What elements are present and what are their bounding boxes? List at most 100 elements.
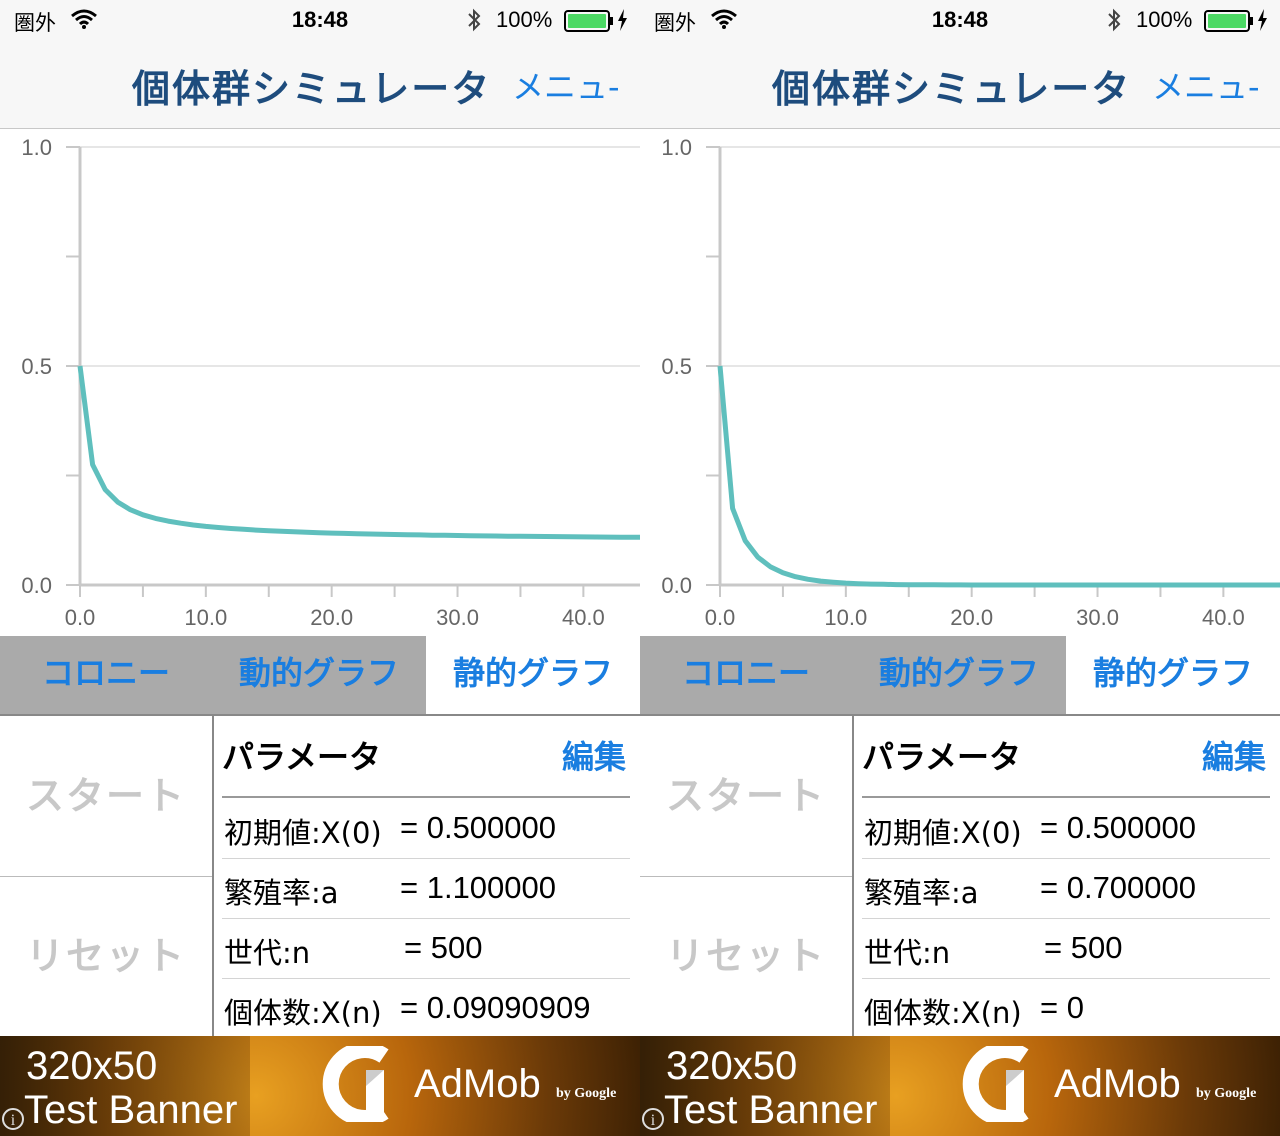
phone-screen-right: 圏外 18:48 100% 個体群シミュレータ メニュ- 0.0 0.5 1.0 0.… <box>640 0 1280 1136</box>
tab-dynamic-graph[interactable]: 動的グラフ <box>878 654 1039 692</box>
ad-info-icon[interactable]: i <box>642 1108 664 1130</box>
control-panel: スタート リセット パラメータ 編集 初期値:X(0) = 0.500000 繁… <box>0 714 640 1038</box>
param-row-initial-value: 初期値:X(0) = 0.500000 <box>222 798 630 859</box>
tab-colony[interactable]: コロニー <box>41 654 170 692</box>
bluetooth-icon <box>468 8 481 32</box>
edit-button[interactable]: 編集 <box>561 738 626 776</box>
series-line <box>77 365 640 540</box>
admob-logo-icon <box>322 1046 389 1122</box>
x-tick-label: 10.0 <box>824 605 867 630</box>
ad-by-google: by Google <box>556 1086 617 1101</box>
start-button[interactable]: スタート <box>640 716 852 877</box>
wifi-icon <box>71 9 97 29</box>
param-label: 個体数:X(n) <box>864 996 1022 1030</box>
ad-size-label: 320x50 <box>666 1044 798 1088</box>
parameter-table: パラメータ 編集 初期値:X(0) = 0.500000 繁殖率:a = 0.7… <box>862 716 1272 1038</box>
param-label: 繁殖率:a <box>224 876 339 910</box>
page-title: 個体群シミュレータ <box>772 67 1132 111</box>
charging-icon <box>1258 9 1267 31</box>
tab-bar: コロニー 動的グラフ 静的グラフ <box>640 636 1280 714</box>
x-tick-label: 20.0 <box>950 605 993 630</box>
tab-colony[interactable]: コロニー <box>681 654 810 692</box>
param-value: = 500 <box>404 930 483 965</box>
start-button[interactable]: スタート <box>0 716 212 877</box>
page-title: 個体群シミュレータ <box>132 67 492 111</box>
reset-button[interactable]: リセット <box>25 934 186 978</box>
y-tick-label: 0.0 <box>21 573 52 598</box>
edit-button[interactable]: 編集 <box>1201 738 1266 776</box>
status-bar: 圏外 18:48 100% <box>0 0 640 40</box>
ad-info-icon[interactable]: i <box>2 1108 24 1130</box>
x-tick-label: 10.0 <box>184 605 227 630</box>
x-tick-label: 0.0 <box>705 605 736 630</box>
tab-static-graph[interactable]: 静的グラフ <box>1066 636 1280 714</box>
param-value: = 0.09090909 <box>400 990 591 1025</box>
ad-background <box>0 1036 250 1136</box>
x-tick-label: 30.0 <box>1076 605 1119 630</box>
menu-button[interactable]: メニュ- <box>1152 68 1260 106</box>
param-row-population: 個体数:X(n) = 0 <box>862 978 1270 1038</box>
ad-brand: AdMob <box>414 1062 541 1106</box>
battery-icon <box>564 10 613 32</box>
y-tick-label: 1.0 <box>21 135 52 160</box>
y-tick-label: 0.5 <box>661 354 692 379</box>
ad-brand: AdMob <box>1054 1062 1181 1106</box>
line-chart: 0.0 0.5 1.0 0.0 10.0 20.0 30.0 40.0 <box>661 135 1280 630</box>
population-chart: 0.0 0.5 1.0 0.0 10.0 20.0 30.0 40.0 <box>640 129 1280 636</box>
param-label: 初期値:X(0) <box>224 816 382 850</box>
wifi-icon <box>711 9 737 29</box>
x-tick-label: 30.0 <box>436 605 479 630</box>
param-label: 世代:n <box>224 936 311 970</box>
control-panel: スタート リセット パラメータ 編集 初期値:X(0) = 0.500000 繁… <box>640 714 1280 1038</box>
param-label: 個体数:X(n) <box>224 996 382 1030</box>
parameter-heading: パラメータ <box>862 738 1022 776</box>
divider <box>222 796 630 798</box>
navigation-bar: 個体群シミュレータ メニュ- <box>0 40 640 129</box>
param-row-generation: 世代:n = 500 <box>222 918 630 979</box>
param-row-population: 個体数:X(n) = 0.09090909 <box>222 978 630 1038</box>
param-value: = 1.100000 <box>400 870 557 905</box>
x-tick-label: 40.0 <box>562 605 605 630</box>
param-label: 初期値:X(0) <box>864 816 1022 850</box>
clock: 18:48 <box>291 7 349 32</box>
parameter-table: パラメータ 編集 初期値:X(0) = 0.500000 繁殖率:a = 1.1… <box>222 716 632 1038</box>
charging-icon <box>618 9 627 31</box>
control-buttons: スタート リセット <box>0 716 214 1038</box>
clock: 18:48 <box>931 7 989 32</box>
tab-dynamic-graph[interactable]: 動的グラフ <box>238 654 399 692</box>
ad-banner[interactable]: 320x50 Test Banner AdMob by Google i <box>0 1036 640 1136</box>
x-tick-label: 0.0 <box>65 605 96 630</box>
param-row-growth-rate: 繁殖率:a = 1.100000 <box>222 858 630 919</box>
param-row-growth-rate: 繁殖率:a = 0.700000 <box>862 858 1270 919</box>
param-value: = 0.500000 <box>400 810 557 845</box>
ad-banner[interactable]: 320x50 Test Banner AdMob by Google i <box>640 1036 1280 1136</box>
y-tick-label: 0.5 <box>21 354 52 379</box>
ad-size-label: 320x50 <box>26 1044 158 1088</box>
bluetooth-icon <box>1108 8 1121 32</box>
series-line <box>717 365 1280 588</box>
line-chart: 0.0 0.5 1.0 0.0 10.0 20.0 30.0 40.0 <box>21 135 640 630</box>
reset-button[interactable]: リセット <box>665 934 826 978</box>
battery-icon <box>1204 10 1253 32</box>
battery-percent: 100% <box>496 7 553 32</box>
param-row-generation: 世代:n = 500 <box>862 918 1270 979</box>
menu-button[interactable]: メニュ- <box>512 68 620 106</box>
param-value: = 0 <box>1040 990 1084 1025</box>
param-label: 世代:n <box>864 936 951 970</box>
tab-static-graph[interactable]: 静的グラフ <box>426 636 640 714</box>
y-tick-label: 1.0 <box>661 135 692 160</box>
ad-text: Test Banner <box>664 1088 878 1132</box>
tab-bar: コロニー 動的グラフ 静的グラフ <box>0 636 640 714</box>
status-bar: 圏外 18:48 100% <box>640 0 1280 40</box>
param-value: = 0.500000 <box>1040 810 1197 845</box>
divider <box>862 796 1270 798</box>
param-label: 繁殖率:a <box>864 876 979 910</box>
carrier-label: 圏外 <box>654 11 696 35</box>
navigation-bar: 個体群シミュレータ メニュ- <box>640 40 1280 129</box>
y-tick-label: 0.0 <box>661 573 692 598</box>
param-value: = 500 <box>1044 930 1123 965</box>
battery-percent: 100% <box>1136 7 1193 32</box>
ad-background <box>640 1036 890 1136</box>
phone-screen-left: 圏外 18:48 100% 個体群シミュレータ メニュ- 0.0 0.5 1.0 0.… <box>0 0 640 1136</box>
ad-by-google: by Google <box>1196 1086 1257 1101</box>
